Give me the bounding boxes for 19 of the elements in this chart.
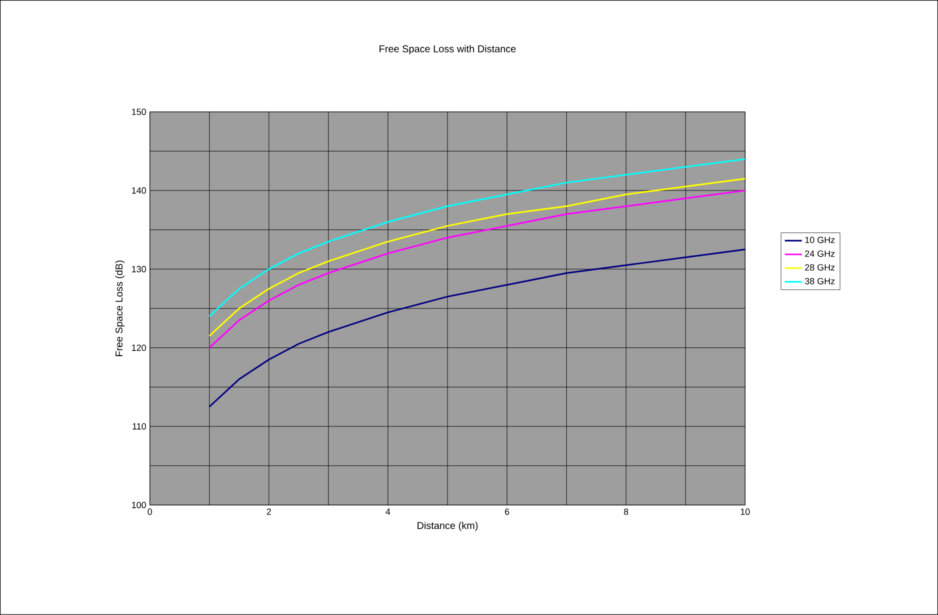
y-tick-label: 120 (132, 344, 146, 351)
legend-label: 10 GHz (805, 236, 835, 244)
x-axis-title: Distance (km) (418, 522, 478, 532)
x-tick-label: 6 (504, 508, 510, 515)
x-tick-label: 4 (386, 508, 390, 515)
x-tick-label: 10 (740, 508, 750, 515)
legend-label: 28 GHz (805, 264, 835, 271)
y-axis-title: Free Space Loss (dB) (115, 260, 125, 356)
x-tick-label: 8 (624, 508, 628, 515)
legend-label: 24 GHz (805, 250, 835, 257)
y-tick-label: 110 (132, 423, 146, 430)
x-tick-label: 2 (266, 508, 271, 515)
y-tick-label: 130 (132, 266, 146, 272)
x-tick-label: 0 (148, 508, 152, 515)
legend-label: 38 GHz (804, 278, 835, 284)
chart-title: Free Space Loss with Distance (380, 45, 516, 54)
y-tick-label: 150 (132, 108, 146, 116)
y-tick-label: 100 (132, 502, 146, 508)
y-tick-label: 140 (132, 187, 146, 194)
